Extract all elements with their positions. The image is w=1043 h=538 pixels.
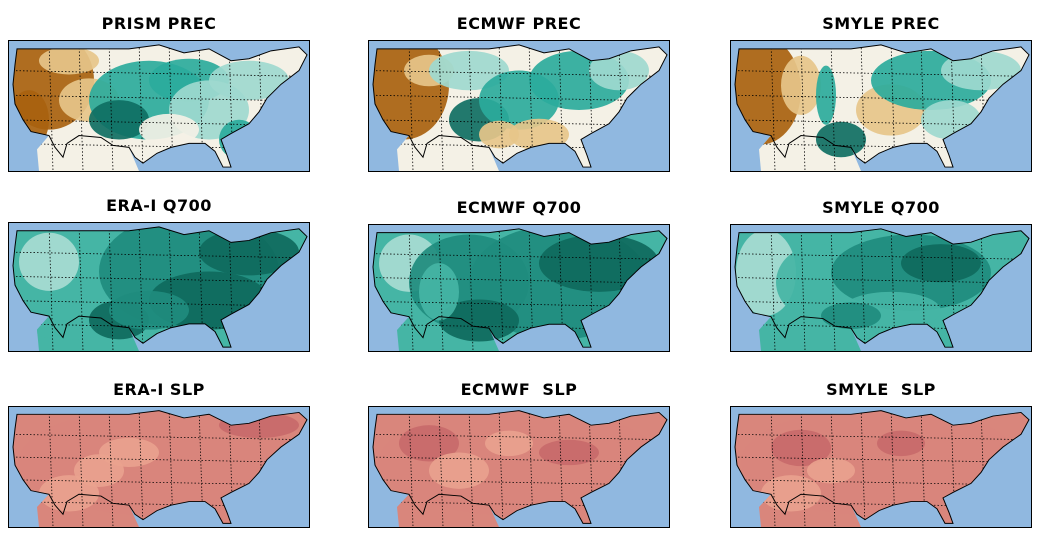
field-region (941, 50, 1021, 91)
field-region (89, 100, 149, 140)
field-region (771, 429, 831, 467)
field-region (781, 55, 821, 115)
state-borders (373, 228, 667, 351)
us-precip-map (368, 40, 670, 172)
panel-ecmwf-q700: ECMWF Q700 (368, 198, 670, 354)
field-region (816, 65, 836, 125)
map-canvas (731, 41, 1031, 171)
panel-erai-q700: ERA-I Q700 (8, 196, 310, 354)
panel-title: SMYLE PREC (822, 14, 940, 33)
coastline (12, 44, 308, 168)
field-region (589, 50, 649, 91)
us-humidity-map (368, 224, 670, 352)
map-canvas (731, 225, 1031, 351)
coastline (12, 410, 308, 524)
field-region (901, 244, 981, 283)
state-borders (13, 410, 307, 527)
map-canvas (369, 225, 669, 351)
coastline (12, 226, 308, 348)
field-region (139, 113, 199, 146)
field-region (816, 121, 866, 158)
field-region (399, 425, 459, 462)
field-region (807, 457, 855, 484)
coastline (372, 410, 668, 524)
panel-erai-slp: ERA-I SLP (8, 380, 310, 530)
state-borders (373, 410, 667, 527)
field-region (485, 430, 533, 457)
state-borders (735, 410, 1029, 527)
coastline (734, 410, 1030, 524)
field-region (429, 50, 509, 91)
us-precip-map (730, 40, 1032, 172)
panel-smyle-q700: SMYLE Q700 (730, 198, 1032, 354)
panel-smyle-prec: SMYLE PREC (730, 14, 1032, 174)
field-region (539, 439, 599, 466)
map-canvas (369, 41, 669, 171)
coastline (734, 44, 1030, 168)
panel-title: SMYLE SLP (826, 380, 936, 399)
map-canvas (731, 407, 1031, 527)
panel-title: SMYLE Q700 (822, 198, 940, 217)
panel-title: PRISM PREC (101, 14, 217, 33)
panel-ecmwf-slp: ECMWF SLP (368, 380, 670, 530)
panel-prism-prec: PRISM PREC (8, 14, 310, 174)
panel-title: ERA-I SLP (113, 380, 205, 399)
field-region (19, 232, 79, 291)
us-slp-map (730, 406, 1032, 528)
field-region (821, 302, 881, 330)
coastline (734, 228, 1030, 348)
field-region (439, 299, 519, 342)
state-borders (735, 228, 1029, 351)
panel-title: ECMWF PREC (456, 14, 582, 33)
panel-title: ECMWF Q700 (456, 198, 582, 217)
field-region (209, 60, 289, 101)
panel-title: ERA-I Q700 (106, 196, 212, 215)
field-region (877, 430, 925, 457)
field-region (539, 234, 659, 292)
us-slp-map (8, 406, 310, 528)
panel-ecmwf-prec: ECMWF PREC (368, 14, 670, 174)
field-region (509, 118, 569, 151)
state-borders (373, 44, 667, 171)
map-canvas (9, 407, 309, 527)
us-humidity-map (730, 224, 1032, 352)
field-region (479, 120, 519, 149)
state-borders (13, 226, 307, 351)
us-precip-map (8, 40, 310, 172)
panel-smyle-slp: SMYLE SLP (730, 380, 1032, 530)
field-region (99, 437, 159, 467)
field-region (429, 452, 489, 489)
state-borders (13, 44, 307, 171)
us-humidity-map (8, 222, 310, 352)
map-canvas (9, 223, 309, 351)
map-canvas (9, 41, 309, 171)
field-region (39, 46, 99, 75)
field-region (109, 290, 189, 330)
field-region (199, 228, 299, 276)
us-slp-map (368, 406, 670, 528)
coastline (372, 228, 668, 348)
state-borders (735, 44, 1029, 171)
panel-title: ECMWF SLP (460, 380, 578, 399)
coastline (372, 44, 668, 168)
field-region (419, 263, 459, 321)
map-canvas (369, 407, 669, 527)
